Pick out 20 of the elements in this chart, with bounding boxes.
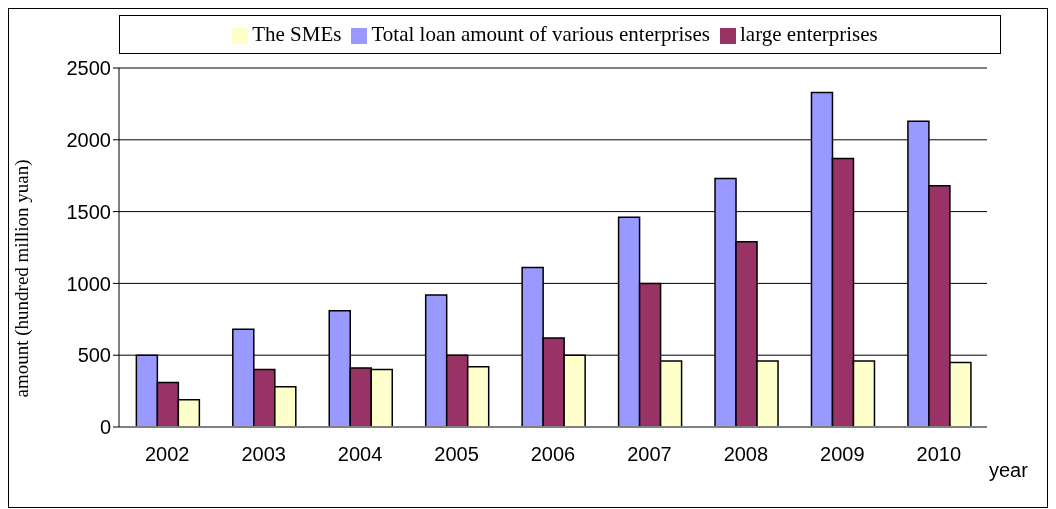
x-tick-label: 2006 — [530, 443, 576, 466]
x-tick-label: 2010 — [916, 443, 962, 466]
y-tick-label: 0 — [99, 416, 111, 439]
legend-label: Total loan amount of various enterprises — [371, 22, 710, 46]
x-tick-label: 2004 — [337, 443, 383, 466]
legend-label: large enterprises — [739, 22, 878, 46]
y-tick-label: 2500 — [66, 57, 111, 80]
y-tick-label: 2000 — [66, 128, 111, 151]
x-axis-title: year — [989, 459, 1029, 482]
x-tick-label: 2002 — [144, 443, 190, 466]
x-tick-label: 2007 — [627, 443, 672, 466]
legend-label: The SMEs — [252, 22, 342, 46]
y-axis-title: amount (hundred million yuan) — [10, 159, 33, 398]
x-tick-label: 2008 — [723, 443, 769, 466]
y-tick-label: 1500 — [66, 200, 111, 223]
y-tick-label: 500 — [77, 344, 111, 367]
y-tick-label: 1000 — [66, 272, 111, 295]
x-tick-label: 2009 — [820, 443, 865, 466]
x-tick-label: 2003 — [241, 443, 286, 466]
x-tick-label: 2005 — [434, 443, 479, 466]
